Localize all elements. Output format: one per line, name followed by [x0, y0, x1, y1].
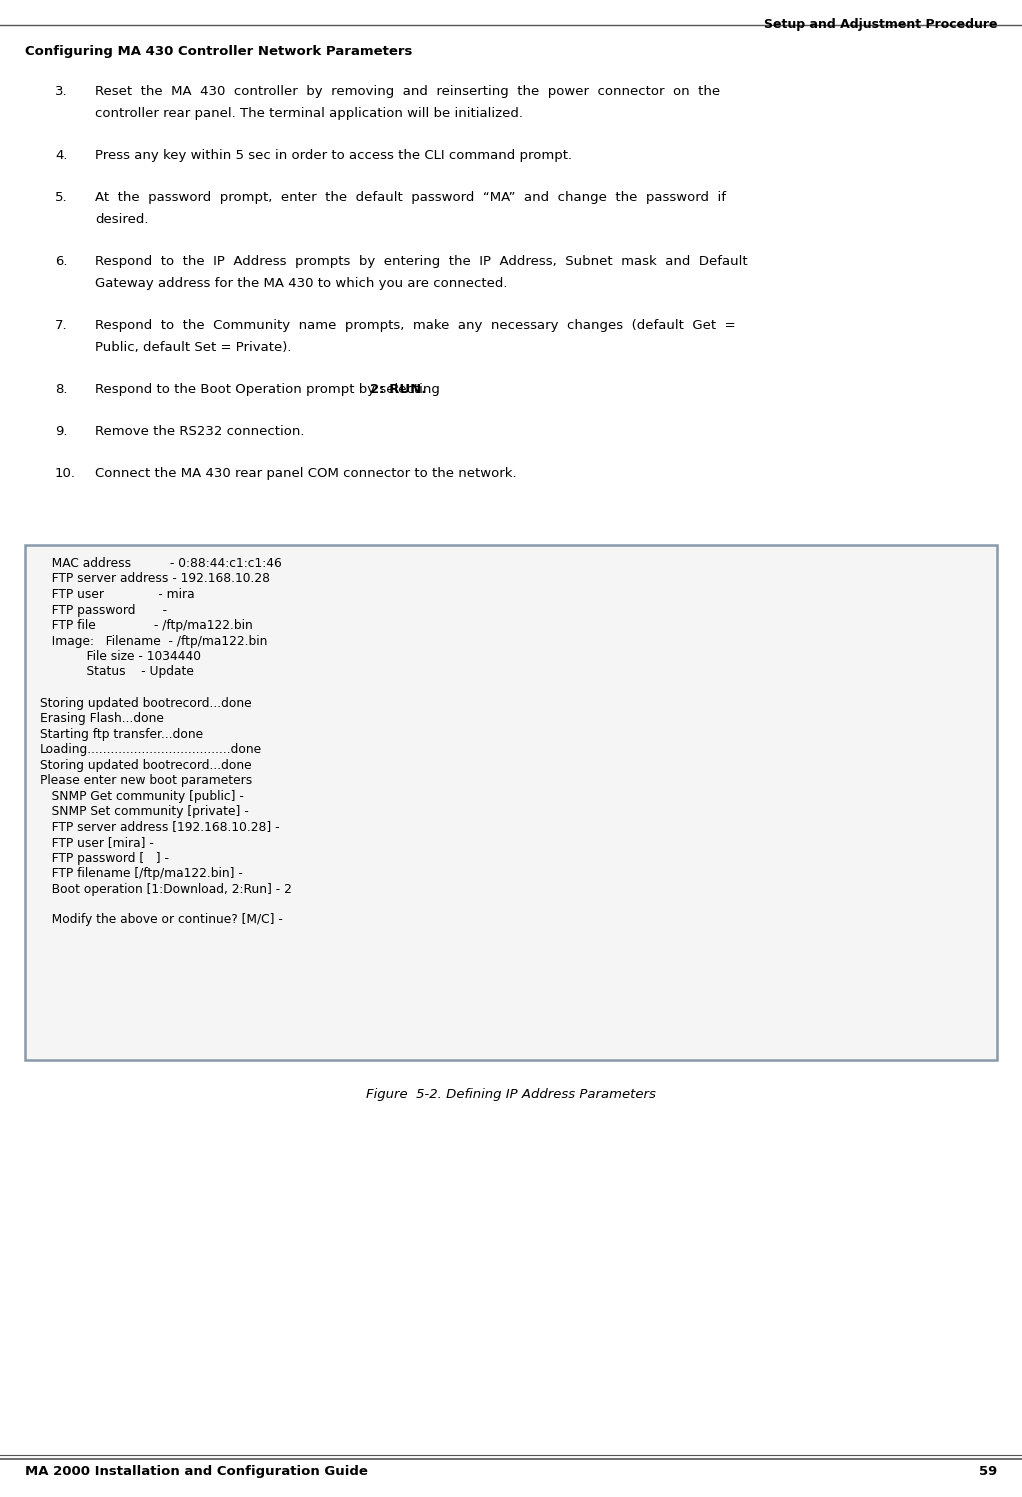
Text: Press any key within 5 sec in order to access the CLI command prompt.: Press any key within 5 sec in order to a…	[95, 150, 572, 162]
Text: 3.: 3.	[55, 85, 67, 97]
Text: Remove the RS232 connection.: Remove the RS232 connection.	[95, 425, 305, 439]
Text: MA 2000 Installation and Configuration Guide: MA 2000 Installation and Configuration G…	[25, 1466, 368, 1478]
Text: MAC address          - 0:88:44:c1:c1:46: MAC address - 0:88:44:c1:c1:46	[40, 557, 282, 570]
Text: 2: RUN.: 2: RUN.	[370, 383, 426, 397]
Text: 6.: 6.	[55, 254, 67, 268]
Text: Boot operation [1:Download, 2:Run] - 2: Boot operation [1:Download, 2:Run] - 2	[40, 883, 292, 895]
Text: desired.: desired.	[95, 213, 148, 226]
Text: 8.: 8.	[55, 383, 67, 397]
Text: 4.: 4.	[55, 150, 67, 162]
Text: 59: 59	[979, 1466, 997, 1478]
FancyBboxPatch shape	[25, 545, 997, 1060]
Text: Storing updated bootrecord...done: Storing updated bootrecord...done	[40, 759, 251, 771]
Text: File size - 1034440: File size - 1034440	[40, 650, 201, 663]
Text: Respond  to  the  IP  Address  prompts  by  entering  the  IP  Address,  Subnet : Respond to the IP Address prompts by ent…	[95, 254, 748, 268]
Text: FTP file               - /ftp/ma122.bin: FTP file - /ftp/ma122.bin	[40, 618, 252, 632]
Text: FTP password [   ] -: FTP password [ ] -	[40, 852, 169, 864]
Text: Configuring MA 430 Controller Network Parameters: Configuring MA 430 Controller Network Pa…	[25, 45, 412, 58]
Text: FTP password       -: FTP password -	[40, 603, 168, 617]
Text: Setup and Adjustment Procedure: Setup and Adjustment Procedure	[763, 18, 997, 31]
Text: 7.: 7.	[55, 319, 67, 332]
Text: 10.: 10.	[55, 467, 76, 481]
Text: Loading.....................................done: Loading.................................…	[40, 743, 262, 756]
Text: SNMP Get community [public] -: SNMP Get community [public] -	[40, 789, 244, 802]
Text: Connect the MA 430 rear panel COM connector to the network.: Connect the MA 430 rear panel COM connec…	[95, 467, 517, 481]
Text: Modify the above or continue? [M/C] -: Modify the above or continue? [M/C] -	[40, 913, 283, 927]
Text: Reset  the  MA  430  controller  by  removing  and  reinserting  the  power  con: Reset the MA 430 controller by removing …	[95, 85, 721, 97]
Text: SNMP Set community [private] -: SNMP Set community [private] -	[40, 805, 248, 817]
Text: Starting ftp transfer...done: Starting ftp transfer...done	[40, 728, 203, 741]
Text: FTP server address [192.168.10.28] -: FTP server address [192.168.10.28] -	[40, 820, 280, 834]
Text: At  the  password  prompt,  enter  the  default  password  “MA”  and  change  th: At the password prompt, enter the defaul…	[95, 192, 726, 204]
Text: Please enter new boot parameters: Please enter new boot parameters	[40, 774, 252, 787]
Text: Public, default Set = Private).: Public, default Set = Private).	[95, 341, 291, 353]
Text: Respond  to  the  Community  name  prompts,  make  any  necessary  changes  (def: Respond to the Community name prompts, m…	[95, 319, 736, 332]
Text: FTP server address - 192.168.10.28: FTP server address - 192.168.10.28	[40, 572, 270, 585]
Text: Status    - Update: Status - Update	[40, 666, 194, 678]
Text: 9.: 9.	[55, 425, 67, 439]
Text: Figure  5-2. Defining IP Address Parameters: Figure 5-2. Defining IP Address Paramete…	[366, 1088, 656, 1100]
Text: 5.: 5.	[55, 192, 67, 204]
Text: FTP user [mira] -: FTP user [mira] -	[40, 835, 154, 849]
Text: Storing updated bootrecord...done: Storing updated bootrecord...done	[40, 696, 251, 710]
Text: Image:   Filename  - /ftp/ma122.bin: Image: Filename - /ftp/ma122.bin	[40, 635, 268, 648]
Text: FTP user              - mira: FTP user - mira	[40, 588, 194, 600]
Text: Gateway address for the MA 430 to which you are connected.: Gateway address for the MA 430 to which …	[95, 277, 508, 290]
Text: Respond to the Boot Operation prompt by selecting: Respond to the Boot Operation prompt by …	[95, 383, 445, 397]
Text: FTP filename [/ftp/ma122.bin] -: FTP filename [/ftp/ma122.bin] -	[40, 867, 243, 880]
Text: Erasing Flash...done: Erasing Flash...done	[40, 713, 164, 725]
Text: controller rear panel. The terminal application will be initialized.: controller rear panel. The terminal appl…	[95, 106, 523, 120]
